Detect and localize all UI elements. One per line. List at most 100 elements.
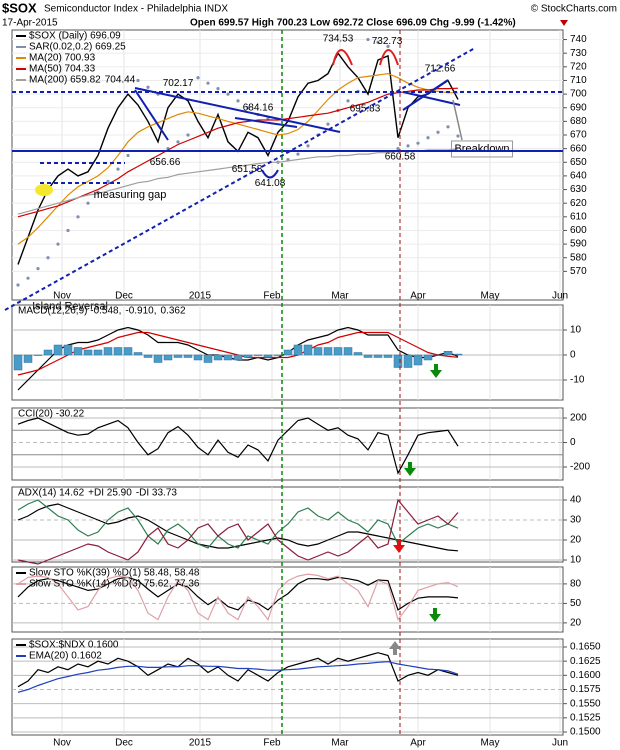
x-tick-label: Jun [552, 738, 568, 749]
histogram-bar [233, 354, 243, 361]
x-tick-label: Mar [331, 738, 349, 749]
legend-entry: ADX(14) 14.62 [18, 488, 85, 499]
legend-entry: SAR(0.02,0.2) 669.25 [29, 42, 126, 53]
rising-trend-line [4, 47, 476, 311]
histogram-bar [433, 354, 443, 356]
sar-dot [36, 267, 40, 271]
histogram-bar [123, 347, 133, 356]
price-label: 734.53 [323, 34, 354, 45]
x-tick-label: Jun [552, 291, 568, 302]
y-tick-label: 620 [570, 198, 587, 209]
flag-line [134, 89, 169, 141]
legend-entry: MA(50) 704.33 [29, 64, 96, 75]
x-tick-label: Dec [115, 291, 133, 302]
y-tick-label: 0.1525 [570, 712, 601, 723]
histogram-bar [173, 354, 183, 358]
legend-entry: MACD(12,26,9) -0.548, [18, 306, 121, 317]
top-arc [332, 49, 353, 66]
histogram-bar [43, 349, 53, 356]
histogram-bar [213, 354, 223, 361]
y-tick-label: 0 [570, 350, 576, 361]
y-tick-label: 570 [570, 266, 587, 277]
annotation: Island Reversal [32, 301, 108, 313]
y-tick-label: 660 [570, 143, 587, 154]
histogram-bar [13, 354, 23, 371]
falling-trend-line [134, 87, 341, 133]
sar-dot [246, 106, 250, 110]
series-line [17, 417, 459, 475]
histogram-bar [323, 347, 333, 356]
panel-frame [11, 407, 564, 481]
panel-frame [11, 29, 564, 301]
trend-lines [4, 30, 563, 735]
y-tick-label: 680 [570, 116, 587, 127]
y-tick-label: 30 [570, 515, 582, 526]
y-tick-label: 0.1625 [570, 656, 601, 667]
y-tick-label: 0.1600 [570, 670, 601, 681]
histogram-bar [453, 353, 463, 356]
y-tick-label: 0 [570, 437, 576, 448]
sar-dot [176, 140, 180, 144]
histogram-bar [333, 347, 343, 356]
histogram-bar [343, 347, 353, 356]
histogram-bar [93, 349, 103, 356]
up-arrow [430, 364, 442, 378]
wedge-line [402, 79, 449, 111]
wedge-line [402, 91, 461, 106]
gap-highlight [35, 184, 53, 196]
sar-dot [446, 125, 450, 129]
histogram-bar [273, 354, 283, 356]
histogram-bar [103, 347, 113, 356]
y-tick-label: 0.1650 [570, 642, 601, 653]
credit: © StockCharts.com [531, 4, 617, 15]
legend-entry: CCI(20) -30.22 [18, 409, 85, 420]
y-tick-label: 80 [570, 579, 582, 590]
panel-frame [11, 304, 564, 401]
annotation: Breakdown [454, 143, 509, 155]
legend-entry: Slow STO %K(14) %D(3) 75.62, 77.36 [29, 579, 200, 590]
y-tick-label: 640 [570, 171, 587, 182]
down-arrow [560, 20, 568, 26]
y-tick-label: 20 [570, 535, 582, 546]
x-tick-label: Nov [53, 738, 71, 749]
y-tick-label: 650 [570, 157, 587, 168]
sar-dot [366, 37, 370, 42]
histogram-bar [143, 354, 153, 358]
y-tick-label: 0.1550 [570, 698, 601, 709]
x-tick-label: 2015 [189, 738, 212, 749]
series-line [17, 576, 459, 611]
x-tick-label: 2015 [189, 291, 212, 302]
series-line [17, 72, 459, 245]
y-tick-label: 200 [570, 413, 587, 424]
histogram-bar [63, 344, 73, 356]
sar-dot [376, 40, 380, 44]
histogram-bar [73, 347, 83, 356]
histogram-bar [253, 354, 263, 356]
index-name: Semiconductor Index - Philadelphia INDX [44, 4, 228, 15]
histogram-bar [203, 354, 213, 363]
quote: Open 699.57 High 700.23 Low 692.72 Close… [190, 18, 516, 29]
sar-dot [326, 122, 330, 126]
y-tick-label: 630 [570, 184, 587, 195]
sar-dot [396, 147, 400, 151]
x-tick-label: Nov [53, 291, 71, 302]
histogram-bar [53, 344, 63, 356]
y-tick-label: 740 [570, 34, 587, 45]
sar-dot [456, 134, 460, 138]
histogram-bar [403, 354, 413, 368]
histogram-bar [33, 354, 43, 356]
annotation: measuring gap [94, 189, 167, 201]
y-tick-label: 670 [570, 130, 587, 141]
x-tick-label: May [481, 738, 500, 749]
legend-entry: MA(200) 659.82 [29, 75, 101, 86]
sar-dot [186, 133, 190, 137]
y-tick-label: 20 [570, 618, 582, 629]
x-tick-label: Apr [410, 291, 426, 302]
panel-frame [11, 566, 564, 633]
histogram-bar [303, 344, 313, 356]
series-line [17, 652, 459, 688]
up-arrow [404, 462, 416, 476]
histogram-bar [193, 354, 203, 361]
